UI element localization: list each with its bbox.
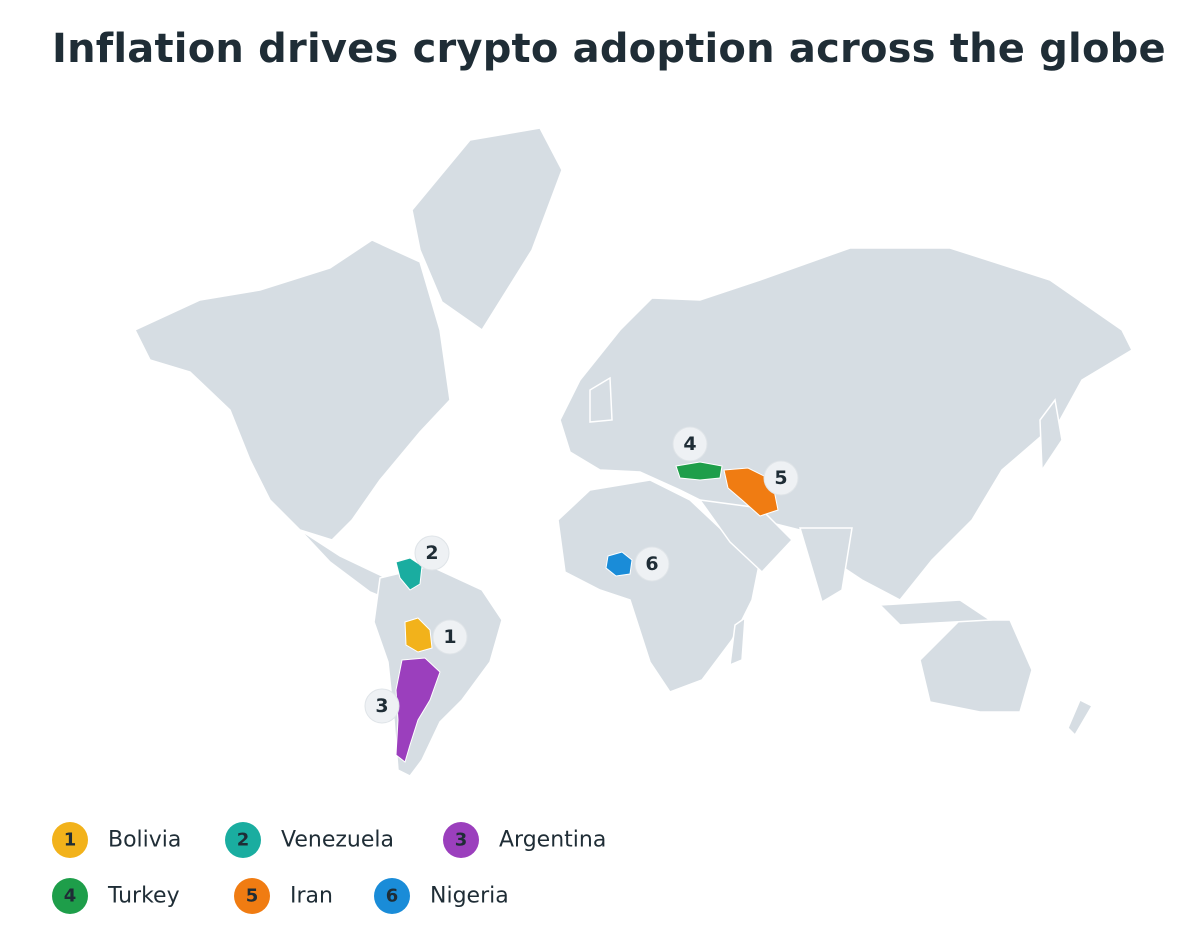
legend-number: 6 [386, 886, 399, 907]
legend-swatch [374, 878, 410, 914]
legend-swatch [443, 822, 479, 858]
india [798, 527, 853, 604]
legend-name: Argentina [499, 828, 606, 853]
new-zealand [1067, 698, 1094, 737]
legend-swatch [52, 822, 88, 858]
legend-swatch [234, 878, 270, 914]
country-1 [395, 557, 423, 591]
legend-name: Iran [290, 884, 333, 909]
greenland [411, 127, 563, 332]
legend-swatch [225, 822, 261, 858]
marker-circle [432, 619, 468, 655]
legend-name: Turkey [107, 884, 180, 909]
country-3 [675, 461, 723, 481]
legend-number: 1 [64, 830, 77, 851]
legend-name: Bolivia [108, 828, 181, 853]
africa [557, 479, 761, 693]
legend-swatch [52, 878, 88, 914]
marker-number: 6 [645, 553, 658, 575]
marker-circle [414, 535, 450, 571]
marker-circle [364, 688, 400, 724]
marker-circle [634, 546, 670, 582]
title: Inflation drives crypto adoption across … [52, 26, 1166, 72]
australia [919, 619, 1033, 713]
legend-name: Venezuela [281, 828, 394, 853]
eurasia [559, 247, 1133, 601]
north-america [133, 239, 451, 541]
indonesia [878, 599, 993, 626]
marker-number: 5 [774, 467, 787, 489]
legend-number: 3 [455, 830, 468, 851]
legend-number: 4 [64, 886, 77, 907]
japan [1039, 398, 1063, 473]
marker-number: 1 [443, 626, 456, 648]
legend-number: 5 [246, 886, 259, 907]
marker-number: 3 [375, 695, 388, 717]
marker-number: 2 [425, 542, 438, 564]
marker-circle [763, 460, 799, 496]
marker-number: 4 [683, 433, 696, 455]
britain [589, 376, 613, 423]
marker-circle [672, 426, 708, 462]
legend-name: Nigeria [430, 884, 509, 909]
country-5 [605, 551, 633, 577]
land [133, 127, 1133, 777]
legend-number: 2 [237, 830, 250, 851]
madagascar [729, 616, 746, 667]
country-0 [404, 617, 433, 653]
